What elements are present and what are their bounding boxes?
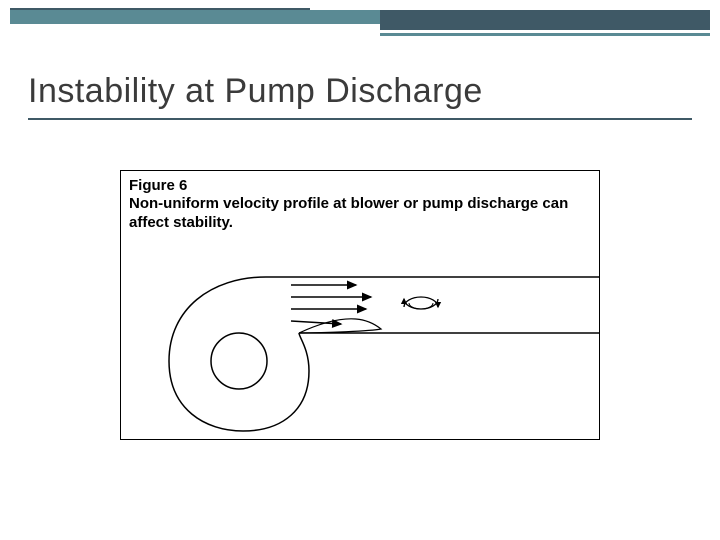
slide-title: Instability at Pump Discharge: [28, 72, 483, 111]
volute-outline: [169, 277, 309, 431]
figure-label: Figure 6: [129, 177, 187, 194]
pump-diagram: [121, 249, 599, 439]
deco-bar-c: [380, 10, 710, 30]
top-decoration: [0, 0, 720, 42]
title-underline: [28, 118, 692, 120]
figure-box: Figure 6 Non-uniform velocity profile at…: [120, 170, 600, 440]
deco-bar-d: [380, 33, 710, 36]
cutwater: [299, 319, 381, 333]
figure-caption: Non-uniform velocity profile at blower o…: [129, 195, 591, 233]
recirculation-eddy: [404, 297, 438, 309]
slide: Instability at Pump Discharge Figure 6 N…: [0, 0, 720, 540]
impeller-circle: [211, 333, 267, 389]
